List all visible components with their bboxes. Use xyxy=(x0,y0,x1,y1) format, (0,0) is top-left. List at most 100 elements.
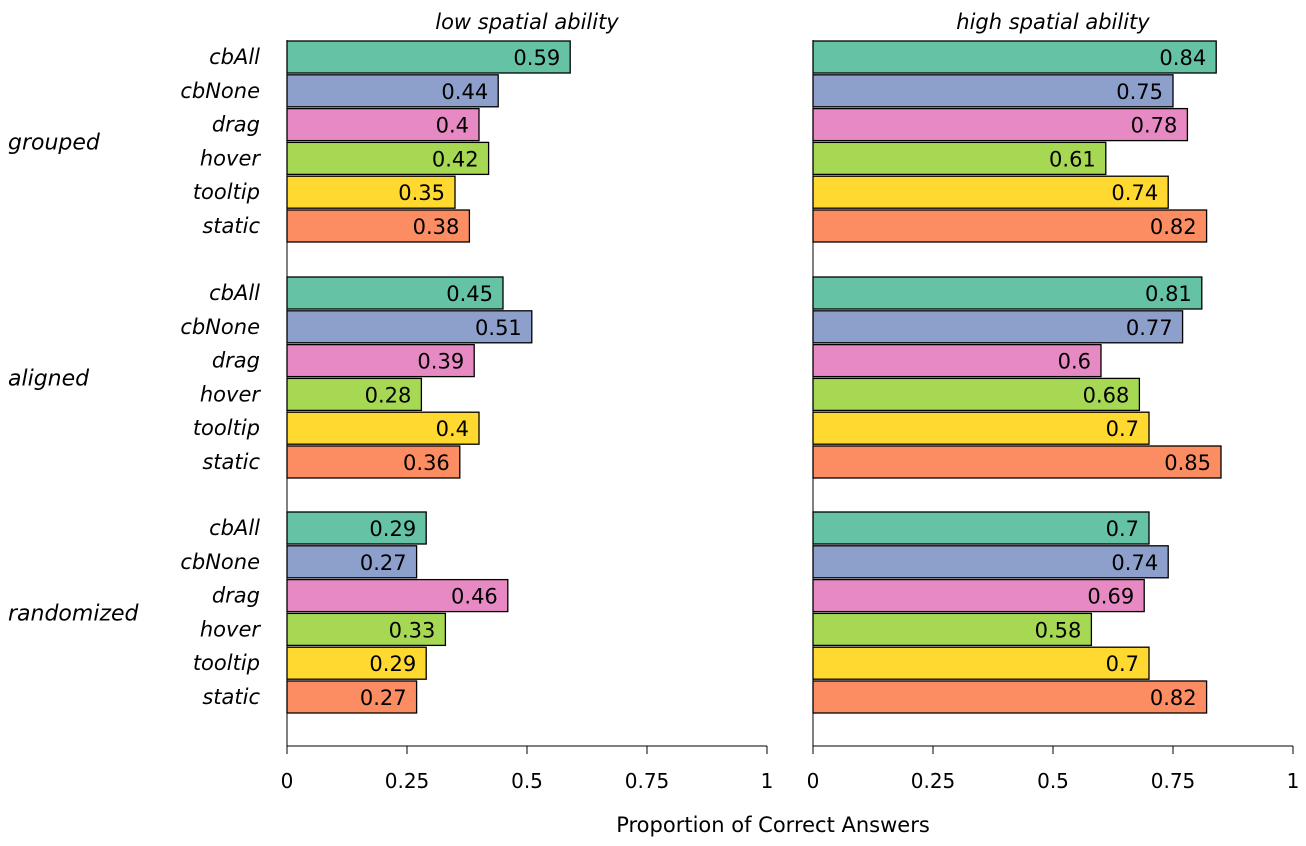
value-label-low-randomized-drag: 0.46 xyxy=(451,585,498,609)
value-label-low-aligned-tooltip: 0.4 xyxy=(436,417,469,441)
x-tick-label-low-3: 0.75 xyxy=(625,769,670,793)
bar-low-grouped-tooltip xyxy=(286,175,456,209)
bar-high-randomized-drag xyxy=(812,578,1145,613)
x-tick-label-high-3: 0.75 xyxy=(1151,769,1196,793)
value-label-low-aligned-cbNone: 0.51 xyxy=(475,316,522,340)
value-label-low-grouped-cbAll: 0.59 xyxy=(513,46,560,70)
x-tick-label-low-4: 1 xyxy=(761,769,774,793)
condition-label-grouped-cbNone: cbNone xyxy=(180,79,260,103)
bar-high-grouped-hover xyxy=(812,141,1107,176)
group-label-aligned: aligned xyxy=(8,366,90,391)
condition-label-grouped-hover: hover xyxy=(200,146,262,170)
condition-label-randomized-cbAll: cbAll xyxy=(209,516,260,540)
bar-high-aligned-tooltip xyxy=(812,411,1150,445)
value-label-low-aligned-hover: 0.28 xyxy=(365,383,412,407)
x-tick-label-high-2: 0.5 xyxy=(1037,769,1069,793)
value-label-high-randomized-cbAll: 0.7 xyxy=(1106,517,1139,541)
value-label-high-randomized-tooltip: 0.7 xyxy=(1106,652,1139,676)
value-label-high-aligned-drag: 0.6 xyxy=(1058,350,1091,374)
condition-label-aligned-drag: drag xyxy=(212,349,260,373)
condition-label-aligned-cbNone: cbNone xyxy=(180,315,260,339)
bar-low-randomized-cbNone xyxy=(286,545,418,579)
bar-low-randomized-tooltip xyxy=(286,646,427,680)
condition-label-randomized-tooltip: tooltip xyxy=(193,651,260,675)
bar-low-randomized-static xyxy=(286,680,418,714)
value-label-low-grouped-static: 0.38 xyxy=(413,215,460,239)
panel-title-low: low spatial ability xyxy=(435,10,619,34)
condition-label-grouped-tooltip: tooltip xyxy=(193,180,260,204)
bar-high-grouped-cbNone xyxy=(812,74,1174,108)
x-tick-label-low-1: 0.25 xyxy=(385,769,430,793)
bar-low-randomized-drag xyxy=(286,578,509,613)
bar-high-randomized-cbAll xyxy=(812,511,1150,545)
bar-high-aligned-hover xyxy=(812,377,1141,412)
bar-low-grouped-static xyxy=(286,209,471,243)
value-label-high-grouped-drag: 0.78 xyxy=(1131,114,1178,138)
value-label-high-aligned-tooltip: 0.7 xyxy=(1106,417,1139,441)
value-label-high-randomized-drag: 0.69 xyxy=(1087,585,1134,609)
bar-high-randomized-cbNone xyxy=(812,545,1169,579)
value-label-high-randomized-static: 0.82 xyxy=(1150,686,1197,710)
condition-label-randomized-cbNone: cbNone xyxy=(180,550,260,574)
value-label-low-aligned-drag: 0.39 xyxy=(417,350,464,374)
bar-high-grouped-cbAll xyxy=(812,40,1217,74)
bar-high-aligned-drag xyxy=(812,343,1102,378)
condition-label-randomized-static: static xyxy=(202,685,260,709)
condition-label-aligned-cbAll: cbAll xyxy=(209,281,260,305)
x-tick-label-low-2: 0.5 xyxy=(511,769,543,793)
value-label-low-grouped-tooltip: 0.35 xyxy=(398,181,445,205)
value-label-low-randomized-tooltip: 0.29 xyxy=(369,652,416,676)
value-label-low-aligned-static: 0.36 xyxy=(403,451,450,475)
group-label-grouped: grouped xyxy=(8,130,101,155)
x-tick-label-high-0: 0 xyxy=(807,769,820,793)
bar-low-aligned-tooltip xyxy=(286,411,480,445)
bar-low-aligned-static xyxy=(286,445,461,479)
x-axis-title: Proportion of Correct Answers xyxy=(616,813,930,837)
value-label-high-aligned-hover: 0.68 xyxy=(1083,383,1130,407)
bar-high-aligned-cbAll xyxy=(812,276,1203,310)
value-label-high-aligned-cbAll: 0.81 xyxy=(1145,282,1192,306)
value-label-low-randomized-cbAll: 0.29 xyxy=(369,517,416,541)
value-label-high-grouped-static: 0.82 xyxy=(1150,215,1197,239)
condition-label-grouped-static: static xyxy=(202,214,260,238)
condition-label-aligned-tooltip: tooltip xyxy=(193,416,260,440)
group-label-randomized: randomized xyxy=(8,601,140,626)
bar-low-aligned-cbAll xyxy=(286,276,504,310)
value-label-low-aligned-cbAll: 0.45 xyxy=(446,282,493,306)
condition-label-randomized-drag: drag xyxy=(212,584,260,608)
value-label-low-randomized-cbNone: 0.27 xyxy=(360,551,407,575)
value-label-high-grouped-hover: 0.61 xyxy=(1049,147,1096,171)
bar-low-aligned-drag xyxy=(286,343,475,378)
bar-low-grouped-cbAll xyxy=(286,40,571,74)
value-label-high-grouped-cbAll: 0.84 xyxy=(1159,46,1206,70)
condition-label-aligned-hover: hover xyxy=(200,382,262,406)
condition-label-randomized-hover: hover xyxy=(200,617,262,641)
value-label-high-aligned-cbNone: 0.77 xyxy=(1126,316,1173,340)
value-label-high-grouped-tooltip: 0.74 xyxy=(1111,181,1158,205)
bar-low-grouped-hover xyxy=(286,141,490,176)
bar-high-grouped-tooltip xyxy=(812,175,1169,209)
value-label-high-randomized-hover: 0.58 xyxy=(1035,618,1082,642)
value-label-low-randomized-hover: 0.33 xyxy=(389,618,436,642)
bar-low-randomized-cbAll xyxy=(286,511,427,545)
condition-label-aligned-static: static xyxy=(202,450,260,474)
value-label-high-grouped-cbNone: 0.75 xyxy=(1116,80,1163,104)
bar-low-grouped-cbNone xyxy=(286,74,499,108)
value-label-low-grouped-cbNone: 0.44 xyxy=(441,80,488,104)
panel-title-high: high spatial ability xyxy=(956,10,1150,34)
bar-low-aligned-cbNone xyxy=(286,310,533,344)
bar-low-grouped-drag xyxy=(286,107,480,142)
x-tick-label-low-0: 0 xyxy=(281,769,294,793)
bar-high-grouped-drag xyxy=(812,107,1189,142)
bar-high-grouped-static xyxy=(812,209,1208,243)
condition-label-grouped-drag: drag xyxy=(212,113,260,137)
x-tick-label-high-1: 0.25 xyxy=(911,769,956,793)
bar-high-aligned-static xyxy=(812,445,1222,479)
value-label-high-randomized-cbNone: 0.74 xyxy=(1111,551,1158,575)
bar-high-aligned-cbNone xyxy=(812,310,1184,344)
bar-high-randomized-hover xyxy=(812,612,1093,647)
value-label-high-aligned-static: 0.85 xyxy=(1164,451,1211,475)
bar-high-randomized-static xyxy=(812,680,1208,714)
value-label-low-grouped-hover: 0.42 xyxy=(432,147,479,171)
